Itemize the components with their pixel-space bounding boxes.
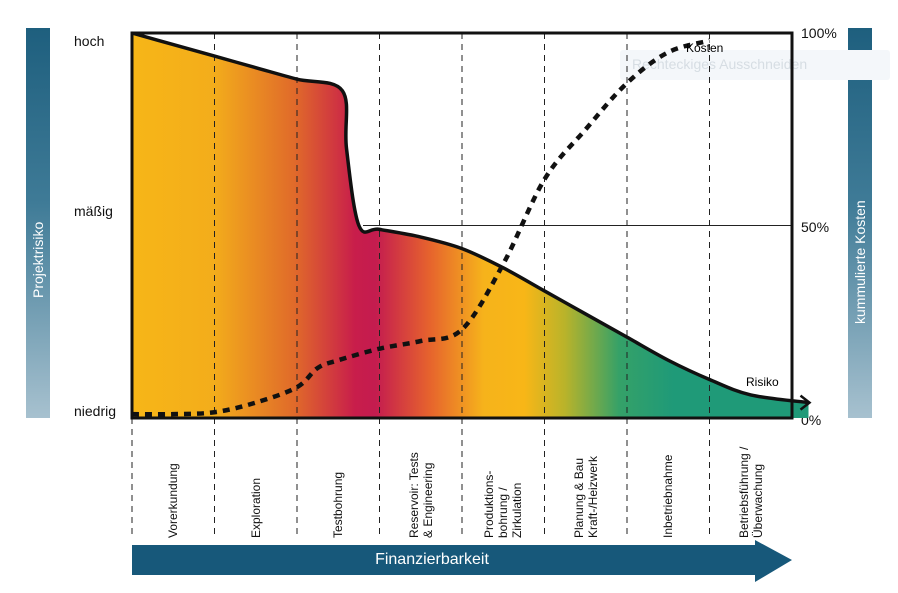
left-tick-low: niedrig bbox=[74, 403, 117, 419]
phase-label: Vorerkundung bbox=[166, 463, 181, 538]
risk-area bbox=[132, 33, 809, 418]
phase-label: Exploration bbox=[248, 477, 263, 538]
phase-label: Testbohrung bbox=[331, 471, 346, 538]
left-axis-bar: Projektrisiko bbox=[26, 28, 50, 418]
risk-arrowhead bbox=[799, 394, 812, 411]
tooltip-ghost-text: Rechteckiges Ausschneiden bbox=[632, 56, 808, 72]
phase-label: Produktions-bohrung / Zirkulation bbox=[482, 470, 525, 538]
finanzierbarkeit-arrow bbox=[132, 540, 792, 582]
x-axis-title: Finanzierbarkeit bbox=[375, 551, 489, 568]
plot-frame bbox=[130, 31, 794, 420]
phase-label: Betriebsführung / Überwachung bbox=[736, 446, 765, 538]
risk-line bbox=[131, 31, 809, 405]
phase-label: Inbetriebnahme bbox=[661, 454, 676, 538]
right-tick-100: 100% bbox=[801, 25, 837, 41]
phase-label: Reservoir: Tests & Engineering bbox=[406, 452, 435, 538]
phase-label: Planung & Bau Kraft-/Heizwerk bbox=[571, 455, 600, 538]
left-tick-mid: mäßig bbox=[74, 203, 113, 219]
right-axis-bar: kummulierte Kosten bbox=[848, 28, 872, 418]
right-tick-50: 50% bbox=[801, 219, 830, 235]
series-label-risiko: Risiko bbox=[746, 375, 779, 389]
left-tick-high: hoch bbox=[74, 33, 105, 49]
series-label-kosten: Kosten bbox=[686, 41, 723, 55]
cost-line bbox=[131, 38, 711, 417]
